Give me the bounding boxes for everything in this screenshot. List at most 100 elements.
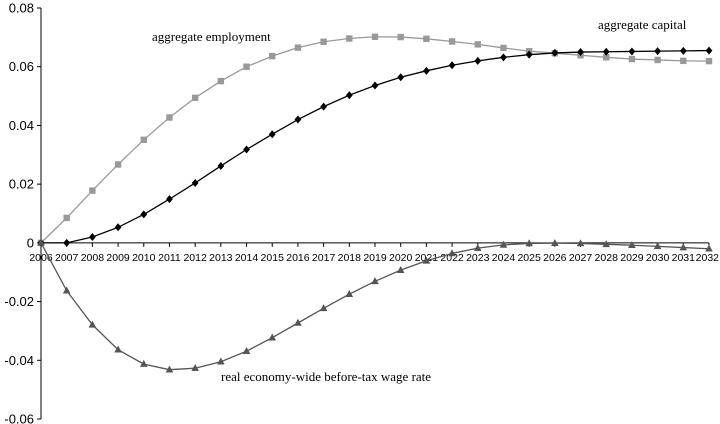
data-point-aggregate-capital xyxy=(243,145,250,154)
data-point-real-economy-wide-before-tax-wage-rate xyxy=(371,277,379,285)
data-point-real-economy-wide-before-tax-wage-rate xyxy=(602,240,611,248)
data-point-real-economy-wide-before-tax-wage-rate xyxy=(525,239,533,247)
x-tick-label: 2007 xyxy=(55,252,79,264)
x-tick-label: 2026 xyxy=(543,252,567,264)
series-layer xyxy=(37,33,713,373)
annotation-aggregate-capital: aggregate capital xyxy=(598,17,687,32)
data-point-real-economy-wide-before-tax-wage-rate xyxy=(679,243,688,251)
data-point-aggregate-employment xyxy=(680,57,687,65)
x-tick-label: 2023 xyxy=(466,252,490,264)
data-point-aggregate-capital xyxy=(422,66,430,75)
x-tick-label: 2020 xyxy=(389,252,413,264)
data-point-aggregate-capital xyxy=(63,238,71,247)
data-point-real-economy-wide-before-tax-wage-rate xyxy=(653,242,662,250)
x-tick-label: 2032 xyxy=(696,252,720,264)
x-axis: 2006 2007 2008 2009 2010 2011 2012 2013 2014 2015… xyxy=(29,242,720,264)
data-point-aggregate-capital xyxy=(371,81,379,90)
data-point-real-economy-wide-before-tax-wage-rate xyxy=(319,304,328,312)
data-point-aggregate-employment xyxy=(628,55,636,63)
data-point-aggregate-capital xyxy=(628,47,636,56)
data-point-aggregate-employment xyxy=(654,56,661,64)
data-point-real-economy-wide-before-tax-wage-rate xyxy=(217,357,225,365)
data-point-real-economy-wide-before-tax-wage-rate xyxy=(165,365,174,373)
x-tick-label: 2012 xyxy=(183,252,207,264)
x-tick-label: 2027 xyxy=(569,252,593,264)
data-point-aggregate-employment xyxy=(166,114,173,121)
data-point-aggregate-capital xyxy=(602,47,610,56)
data-point-aggregate-capital xyxy=(525,50,533,59)
data-point-real-economy-wide-before-tax-wage-rate xyxy=(62,286,71,294)
y-tick-label: -0.06 xyxy=(4,412,34,424)
data-point-aggregate-employment xyxy=(140,136,147,144)
data-point-aggregate-capital xyxy=(500,53,507,62)
data-point-real-economy-wide-before-tax-wage-rate xyxy=(242,346,251,354)
x-tick-label: 2024 xyxy=(492,252,516,264)
y-tick-label: 0.08 xyxy=(9,1,34,16)
data-point-aggregate-capital xyxy=(140,210,148,219)
data-point-aggregate-employment xyxy=(371,33,379,40)
x-tick-label: 2014 xyxy=(235,252,259,264)
x-tick-label: 2030 xyxy=(646,252,670,264)
y-tick-label: -0.02 xyxy=(4,294,34,309)
data-point-aggregate-employment xyxy=(474,41,481,48)
data-point-aggregate-capital xyxy=(114,223,122,232)
data-point-aggregate-employment xyxy=(603,54,610,61)
series-real-economy-wide-before-tax-wage-rate xyxy=(37,238,713,373)
x-tick-label: 2031 xyxy=(672,252,696,264)
data-point-real-economy-wide-before-tax-wage-rate xyxy=(576,239,585,247)
x-tick-label: 2010 xyxy=(132,252,156,264)
data-point-aggregate-capital xyxy=(217,161,225,170)
x-tick-label: 2015 xyxy=(261,252,285,264)
data-point-aggregate-employment xyxy=(89,187,96,194)
data-point-aggregate-employment xyxy=(217,77,225,85)
data-point-real-economy-wide-before-tax-wage-rate xyxy=(396,265,405,273)
data-point-real-economy-wide-before-tax-wage-rate xyxy=(551,238,559,246)
x-tick-label: 2009 xyxy=(106,252,130,264)
y-axis: -0.06 -0.04 -0.02 0 0.02 0.04 0.06 0.08 xyxy=(4,1,42,424)
data-point-real-economy-wide-before-tax-wage-rate xyxy=(191,364,199,372)
data-point-aggregate-capital xyxy=(679,46,687,55)
data-point-aggregate-employment xyxy=(63,214,70,222)
data-point-aggregate-capital xyxy=(474,56,482,65)
data-point-aggregate-capital xyxy=(268,130,276,139)
data-point-aggregate-employment xyxy=(320,38,327,45)
data-point-aggregate-capital xyxy=(294,115,302,124)
data-point-real-economy-wide-before-tax-wage-rate xyxy=(139,359,148,367)
data-point-aggregate-capital xyxy=(191,178,199,187)
y-tick-label: 0.04 xyxy=(9,118,34,133)
data-point-real-economy-wide-before-tax-wage-rate xyxy=(345,290,354,298)
series-aggregate-employment xyxy=(37,33,713,247)
data-point-real-economy-wide-before-tax-wage-rate xyxy=(422,256,431,264)
data-point-aggregate-employment xyxy=(346,35,353,42)
data-point-aggregate-capital xyxy=(345,91,353,100)
data-point-aggregate-capital xyxy=(551,48,559,57)
data-point-real-economy-wide-before-tax-wage-rate xyxy=(628,241,636,249)
x-tick-label: 2011 xyxy=(158,252,181,264)
data-point-real-economy-wide-before-tax-wage-rate xyxy=(37,238,45,246)
x-tick-label: 2019 xyxy=(363,252,387,264)
data-point-real-economy-wide-before-tax-wage-rate xyxy=(114,345,122,353)
data-point-aggregate-employment xyxy=(500,44,507,52)
data-point-aggregate-capital xyxy=(705,46,713,55)
data-point-aggregate-employment xyxy=(705,57,713,65)
data-point-aggregate-capital xyxy=(577,48,584,57)
y-tick-label: -0.04 xyxy=(4,353,34,368)
x-tick-label: 2017 xyxy=(312,252,336,264)
y-tick-label: 0.06 xyxy=(9,59,34,74)
data-point-real-economy-wide-before-tax-wage-rate xyxy=(88,320,97,328)
data-point-aggregate-capital xyxy=(88,232,96,241)
data-point-real-economy-wide-before-tax-wage-rate xyxy=(499,240,508,248)
data-point-real-economy-wide-before-tax-wage-rate xyxy=(294,318,302,326)
data-point-aggregate-capital xyxy=(320,102,328,111)
data-point-aggregate-capital xyxy=(448,61,456,70)
data-point-aggregate-employment xyxy=(243,63,250,70)
data-point-aggregate-employment xyxy=(448,38,456,45)
data-point-aggregate-employment xyxy=(423,35,430,43)
data-point-real-economy-wide-before-tax-wage-rate xyxy=(268,333,277,341)
data-point-real-economy-wide-before-tax-wage-rate xyxy=(448,249,456,257)
annotation-layer: aggregate employment aggregate capital r… xyxy=(152,17,687,384)
annotation-wage-rate: real economy-wide before-tax wage rate xyxy=(221,369,431,384)
data-point-aggregate-capital xyxy=(654,47,662,56)
x-tick-label: 2016 xyxy=(286,252,310,264)
